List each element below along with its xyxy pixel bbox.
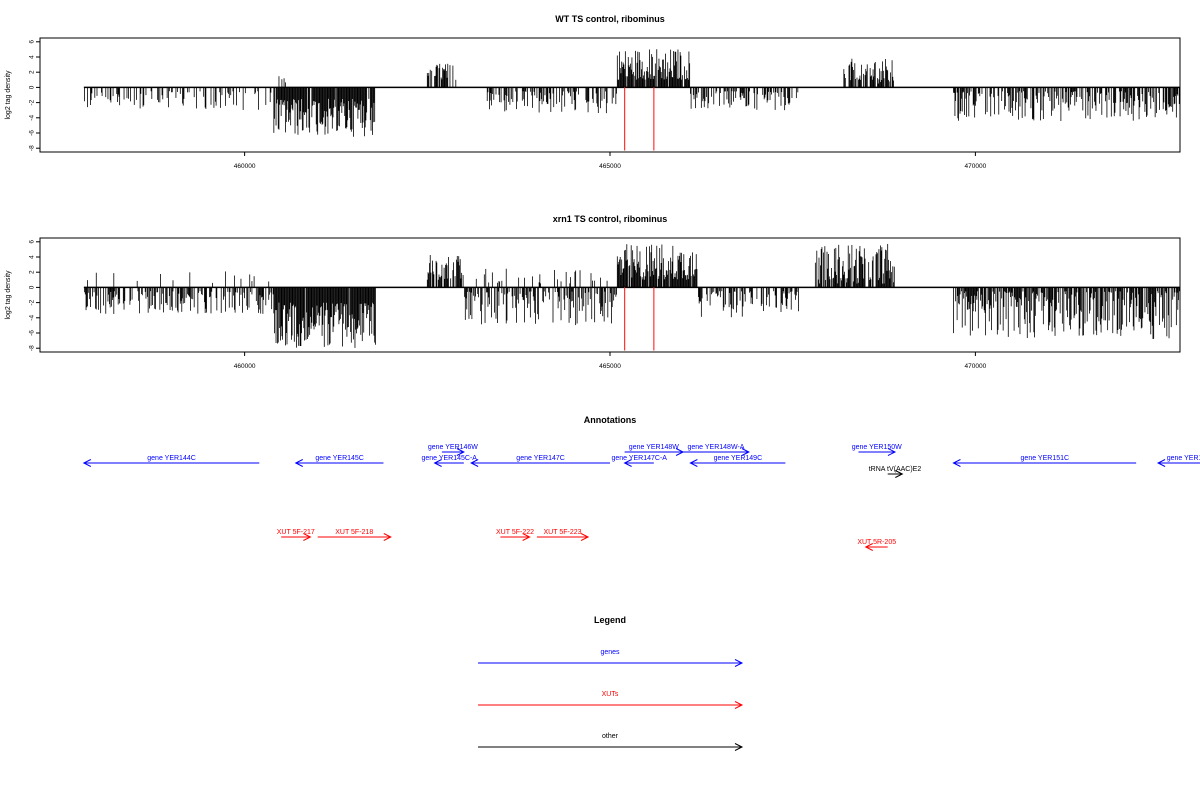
gene-arrowhead <box>623 459 632 467</box>
legend-arrowhead <box>734 743 744 751</box>
gene-label: gene YER144C <box>147 455 196 462</box>
gene-arrowhead <box>689 459 698 467</box>
annotations-title: Annotations <box>584 415 637 425</box>
gene-arrowhead <box>741 448 750 456</box>
gene-label: gene YER146W <box>428 444 478 451</box>
x-tick-label: 460000 <box>234 163 256 170</box>
gene-label: gene YER150W <box>852 444 902 451</box>
y-tick-label: -8 <box>29 145 36 151</box>
y-axis-label: log2 tag density <box>5 270 12 320</box>
gene-label: gene YER147C-A <box>611 455 667 462</box>
x-tick-label: 470000 <box>965 163 987 170</box>
y-tick-label: -2 <box>29 99 36 105</box>
y-tick-label: 6 <box>29 40 36 44</box>
gene-arrowhead <box>952 459 961 467</box>
y-tick-label: -8 <box>29 345 36 351</box>
y-tick-label: -6 <box>29 330 36 336</box>
x-tick-label: 465000 <box>599 163 621 170</box>
legend-label: XUTs <box>602 691 619 698</box>
y-tick-label: 4 <box>29 255 36 259</box>
panel-title: WT TS control, ribominus <box>555 14 665 24</box>
xut-label: XUT 5F-222 <box>496 529 534 536</box>
gene-label: gene YER149C <box>714 455 763 462</box>
x-tick-label: 470000 <box>965 363 987 370</box>
y-tick-label: 2 <box>29 270 36 274</box>
gene-arrowhead <box>1156 459 1166 467</box>
gene-label: gene YER151C <box>1021 455 1070 462</box>
gene-label: gene YER148W <box>629 444 679 451</box>
gene-label: gene YER145C-A <box>421 455 477 462</box>
legend: Legend genes XUTs other <box>478 615 744 751</box>
legend-arrowhead <box>734 701 744 709</box>
x-tick-label: 465000 <box>599 363 621 370</box>
gene-label: gene YER15 <box>1167 455 1200 462</box>
other-feature-arrowhead <box>895 470 904 478</box>
gene-arrowhead <box>433 459 442 467</box>
xrn1-coverage-panel: xrn1 TS control, ribominus -8 -6 -4 -2 0 2 4 6 lo… <box>5 214 1181 370</box>
x-tick-label: 460000 <box>234 363 256 370</box>
xut-arrowhead <box>303 533 312 541</box>
wt-coverage-panel: WT TS control, ribominus -8 -6 -4 -2 0 2 4 6 log2… <box>5 14 1181 170</box>
y-tick-label: 0 <box>29 285 36 289</box>
y-tick-label: -2 <box>29 299 36 305</box>
xut-label: XUT 5R-205 <box>857 539 896 546</box>
gene-arrowhead <box>294 459 303 467</box>
gene-arrowhead <box>470 459 479 467</box>
legend-arrowhead <box>734 659 744 667</box>
y-tick-label: 2 <box>29 70 36 74</box>
legend-title: Legend <box>594 615 626 625</box>
y-tick-label: 0 <box>29 85 36 89</box>
y-tick-label: 4 <box>29 55 36 59</box>
gene-arrowhead <box>887 448 897 456</box>
gene-label: gene YER147C <box>516 455 565 462</box>
xut-label: XUT 5F-223 <box>544 529 582 536</box>
other-feature-label: tRNA tV(AAC)E2 <box>869 466 922 473</box>
xut-label: XUT 5F-218 <box>335 529 373 536</box>
xut-arrowhead <box>864 543 873 551</box>
xut-label: XUT 5F-217 <box>277 529 315 536</box>
legend-label: other <box>602 733 619 740</box>
y-tick-label: -6 <box>29 130 36 136</box>
gene-arrowhead <box>456 448 465 456</box>
gene-label: gene YER148W-A <box>687 444 744 451</box>
y-tick-label: 6 <box>29 240 36 244</box>
xut-arrowhead <box>383 533 392 541</box>
gene-label: gene YER145C <box>315 455 364 462</box>
y-tick-label: -4 <box>29 315 36 321</box>
xut-arrowhead <box>580 533 590 541</box>
gene-arrowhead <box>82 459 92 467</box>
y-tick-label: -4 <box>29 115 36 121</box>
panel-title: xrn1 TS control, ribominus <box>553 214 668 224</box>
xut-arrowhead <box>522 533 531 541</box>
coverage-bars <box>84 49 1180 137</box>
annotations-track: Annotations gene YER144C gene YER145C gene … <box>82 415 1200 551</box>
coverage-bars <box>84 243 1180 348</box>
y-axis-label: log2 tag density <box>5 70 12 120</box>
legend-label: genes <box>600 649 620 656</box>
